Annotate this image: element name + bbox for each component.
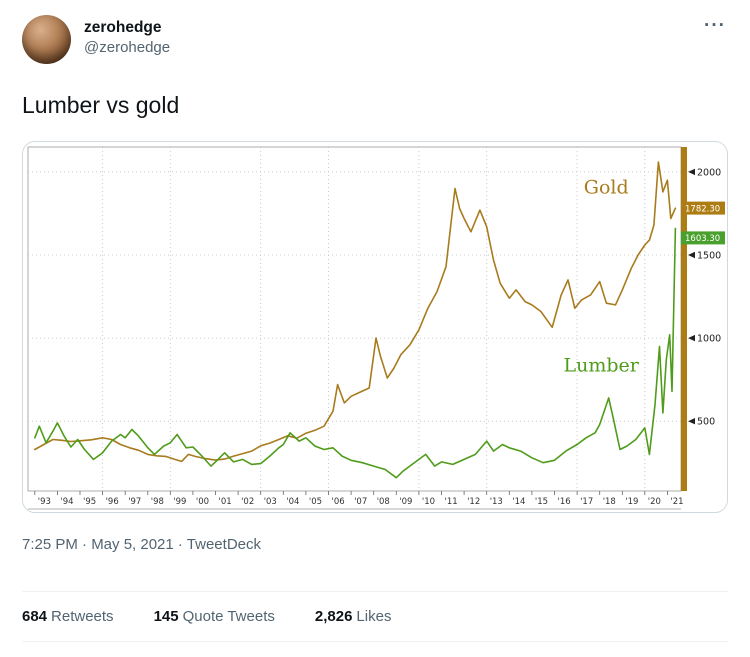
avatar[interactable] bbox=[22, 15, 71, 64]
price-chart[interactable]: Gold Lumber 500 1000 1500 2000 1782.30 1603.30 '… bbox=[22, 141, 728, 513]
svg-text:'97: '97 bbox=[128, 497, 141, 507]
svg-text:Lumber: Lumber bbox=[564, 354, 640, 376]
svg-text:'11: '11 bbox=[445, 497, 458, 507]
svg-text:'15: '15 bbox=[535, 497, 548, 507]
svg-text:'12: '12 bbox=[467, 497, 480, 507]
svg-text:'18: '18 bbox=[603, 497, 616, 507]
svg-text:'03: '03 bbox=[264, 497, 277, 507]
svg-text:'04: '04 bbox=[286, 497, 299, 507]
tweet-stats: 684 Retweets 145 Quote Tweets 2,826 Likes bbox=[22, 592, 728, 641]
svg-text:1782.30: 1782.30 bbox=[685, 204, 720, 214]
divider bbox=[22, 641, 728, 642]
svg-text:'14: '14 bbox=[512, 497, 525, 507]
quote-tweets-count: 145 bbox=[153, 608, 179, 625]
svg-text:2000: 2000 bbox=[697, 167, 721, 178]
retweets-label: Retweets bbox=[51, 608, 114, 625]
svg-text:'10: '10 bbox=[422, 497, 435, 507]
svg-text:1000: 1000 bbox=[697, 334, 721, 345]
likes-label: Likes bbox=[356, 608, 392, 625]
tweet-header: zerohedge @zerohedge ··· bbox=[22, 15, 728, 64]
likes-stat[interactable]: 2,826 Likes bbox=[315, 608, 392, 625]
svg-text:'01: '01 bbox=[219, 497, 232, 507]
svg-text:'93: '93 bbox=[38, 497, 51, 507]
svg-text:'98: '98 bbox=[151, 497, 164, 507]
svg-text:'00: '00 bbox=[196, 497, 209, 507]
chart-svg: Gold Lumber 500 1000 1500 2000 1782.30 1603.30 '… bbox=[23, 142, 727, 512]
tweet-text: Lumber vs gold bbox=[22, 92, 180, 118]
quote-tweets-label: Quote Tweets bbox=[182, 608, 275, 625]
timestamp[interactable]: 7:25 PM · May 5, 2021 · TweetDeck bbox=[22, 536, 261, 553]
svg-text:'06: '06 bbox=[332, 497, 345, 507]
svg-text:'02: '02 bbox=[241, 497, 254, 507]
svg-text:'96: '96 bbox=[106, 497, 119, 507]
svg-text:'95: '95 bbox=[83, 497, 96, 507]
quote-tweets-stat[interactable]: 145 Quote Tweets bbox=[154, 608, 275, 625]
more-icon[interactable]: ··· bbox=[704, 15, 726, 36]
tweet: zerohedge @zerohedge ··· Lumber vs gold … bbox=[22, 15, 728, 642]
svg-text:500: 500 bbox=[697, 417, 715, 428]
svg-text:'21: '21 bbox=[670, 497, 683, 507]
svg-text:'16: '16 bbox=[558, 497, 571, 507]
svg-text:1603.30: 1603.30 bbox=[685, 234, 720, 244]
svg-text:'07: '07 bbox=[354, 497, 367, 507]
author-block: zerohedge @zerohedge bbox=[84, 15, 702, 58]
svg-text:Gold: Gold bbox=[584, 177, 629, 199]
retweets-count: 684 bbox=[22, 608, 48, 625]
svg-text:'99: '99 bbox=[173, 497, 186, 507]
author-name[interactable]: zerohedge bbox=[84, 19, 162, 36]
author-handle[interactable]: @zerohedge bbox=[84, 39, 171, 56]
svg-text:'17: '17 bbox=[580, 497, 593, 507]
svg-text:'19: '19 bbox=[625, 497, 638, 507]
divider bbox=[22, 591, 728, 592]
svg-text:'09: '09 bbox=[399, 497, 412, 507]
svg-text:1500: 1500 bbox=[697, 250, 721, 261]
likes-count: 2,826 bbox=[314, 608, 353, 625]
svg-text:'94: '94 bbox=[60, 497, 73, 507]
svg-text:'13: '13 bbox=[490, 497, 503, 507]
svg-text:'05: '05 bbox=[309, 497, 322, 507]
svg-text:'08: '08 bbox=[377, 497, 390, 507]
retweets-stat[interactable]: 684 Retweets bbox=[22, 608, 114, 625]
svg-text:'20: '20 bbox=[648, 497, 661, 507]
